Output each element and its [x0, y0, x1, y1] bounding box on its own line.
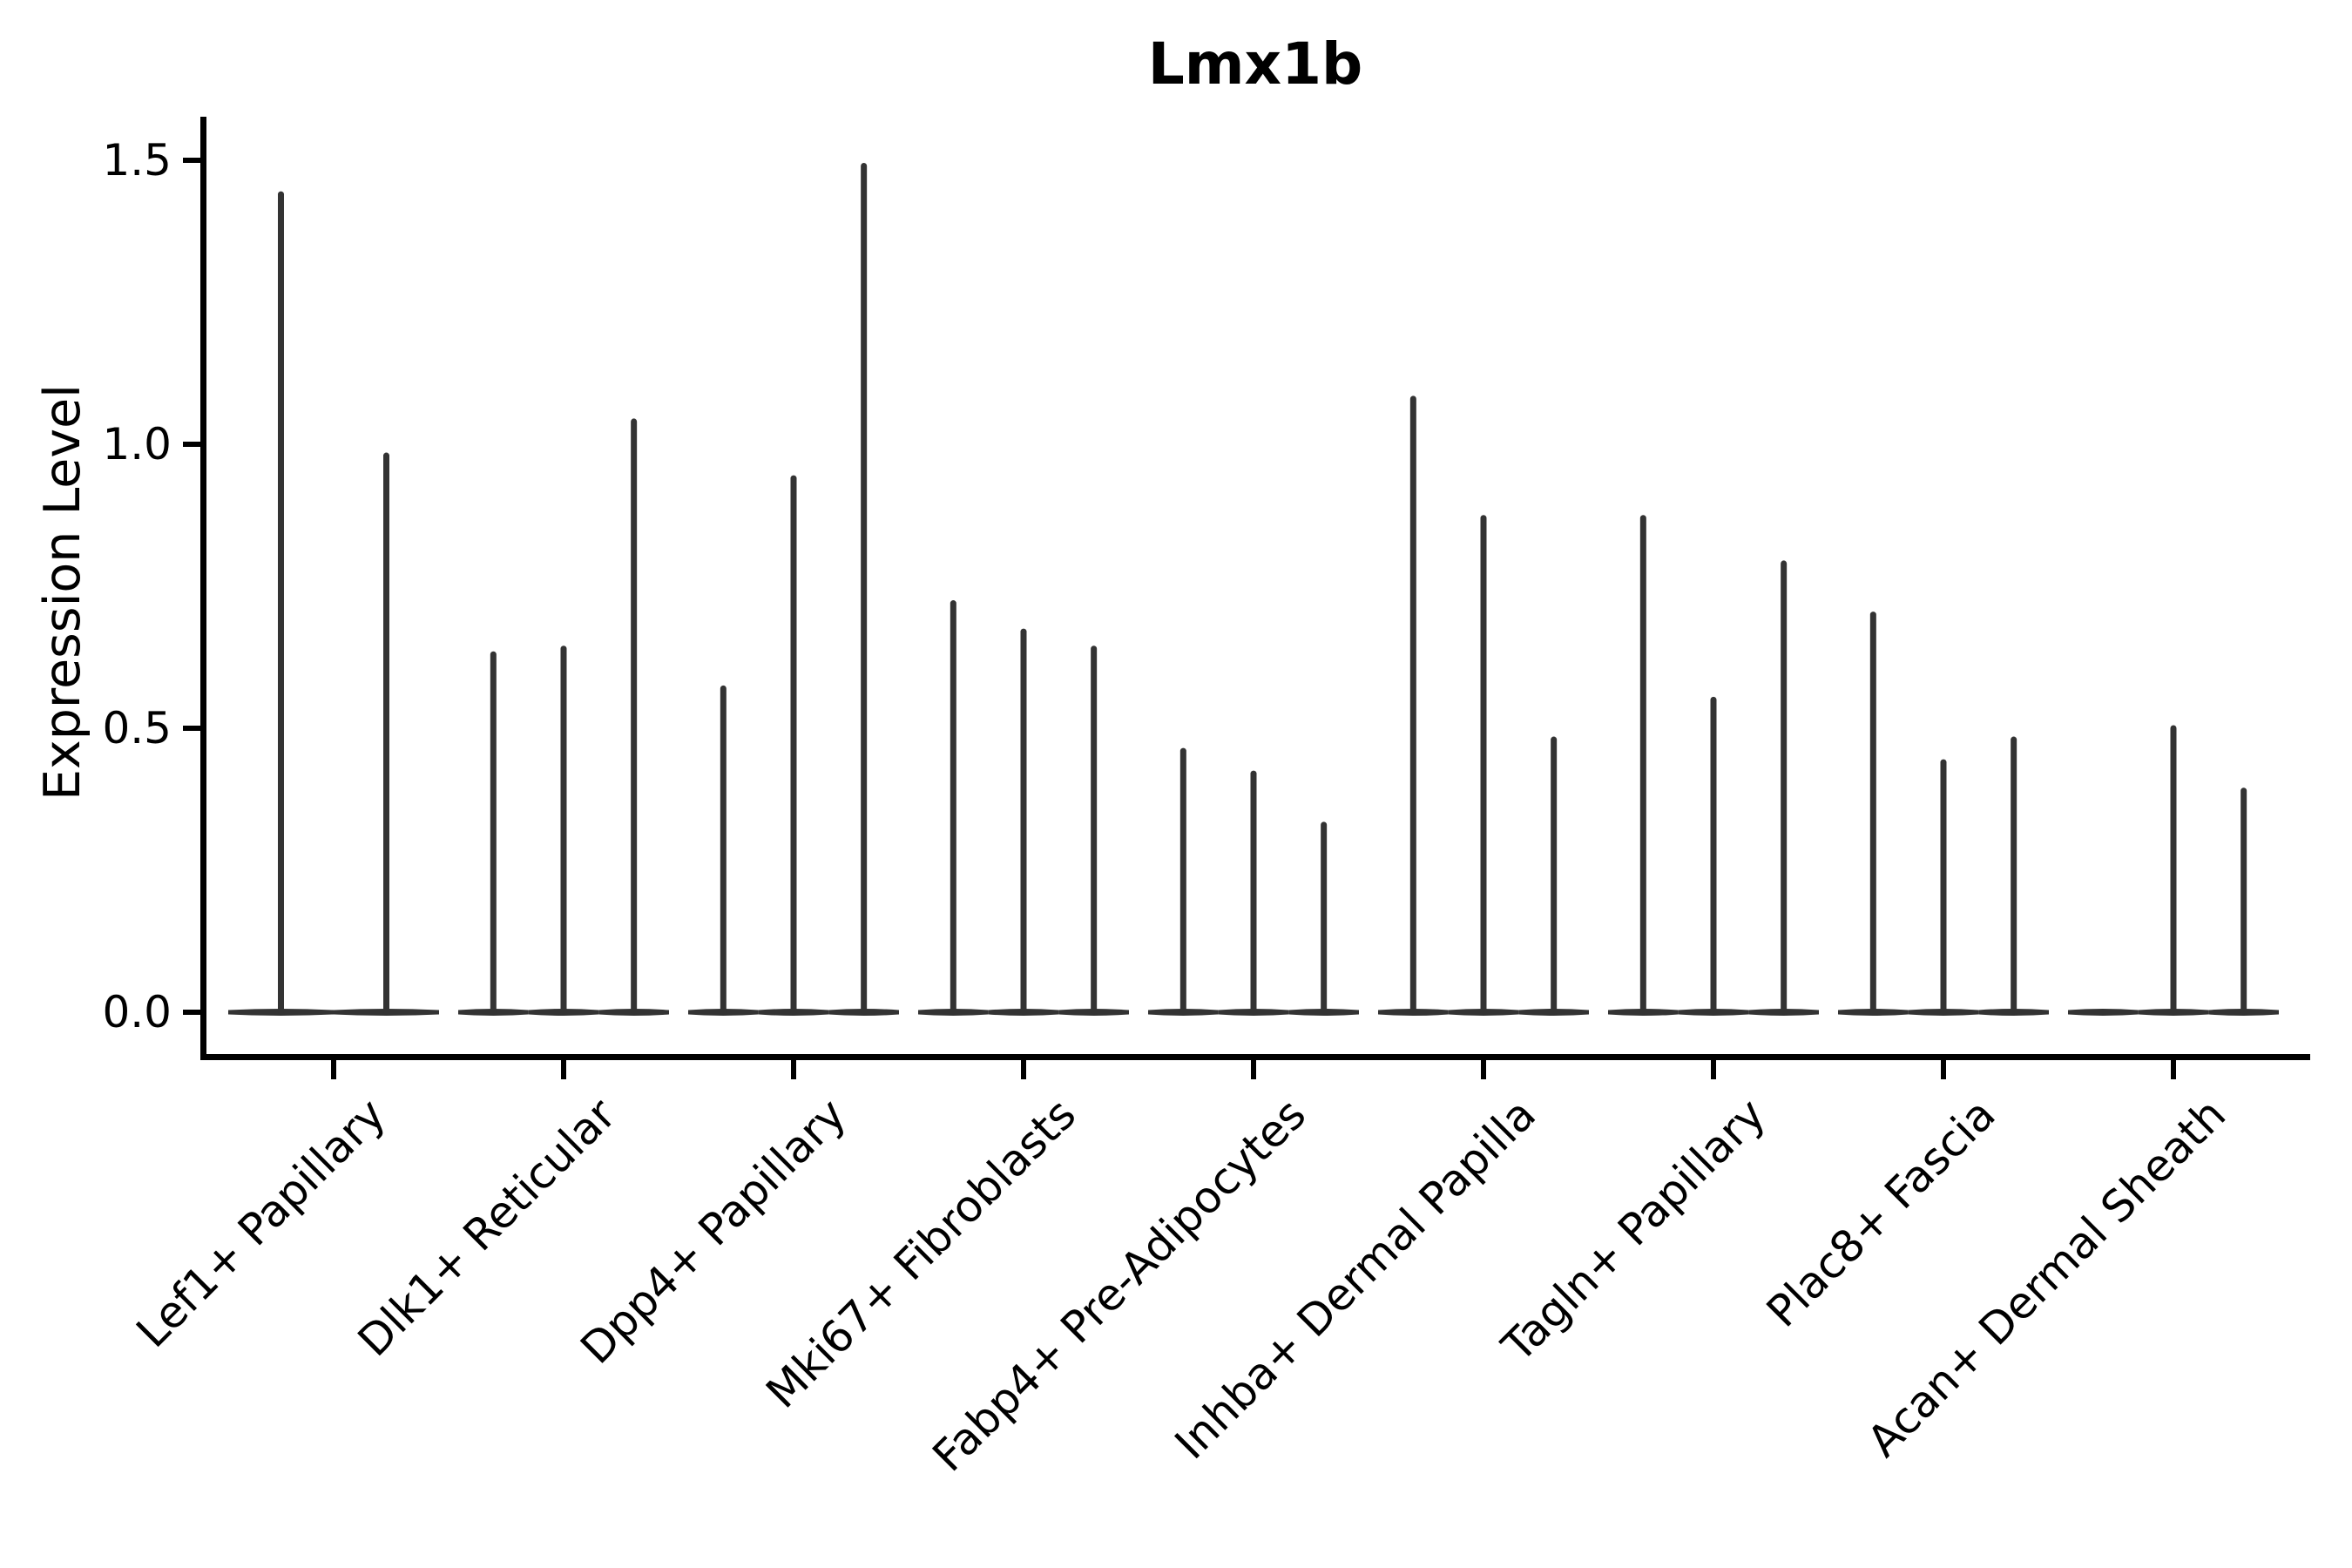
x-tick [1711, 1060, 1716, 1079]
y-tick [183, 442, 200, 447]
x-tick [561, 1060, 566, 1079]
x-tick [2171, 1060, 2176, 1079]
chart-title: Lmx1b [1147, 30, 1363, 98]
y-tick-label: 1.5 [102, 135, 172, 186]
x-tick [1251, 1060, 1256, 1079]
violin-baseline [2068, 1009, 2139, 1016]
y-tick [183, 726, 200, 731]
y-axis-label: Expression Level [34, 384, 91, 801]
x-tick [1481, 1060, 1486, 1079]
y-tick [183, 1010, 200, 1015]
x-tick [1021, 1060, 1026, 1079]
x-tick [331, 1060, 336, 1079]
y-tick-label: 0.5 [102, 703, 172, 754]
y-tick-label: 1.0 [102, 419, 172, 470]
x-tick [791, 1060, 796, 1079]
y-tick [183, 158, 200, 163]
y-tick-label: 0.0 [102, 987, 172, 1037]
y-axis-spine [200, 117, 206, 1060]
x-tick [1941, 1060, 1946, 1079]
x-axis-spine [200, 1054, 2310, 1060]
